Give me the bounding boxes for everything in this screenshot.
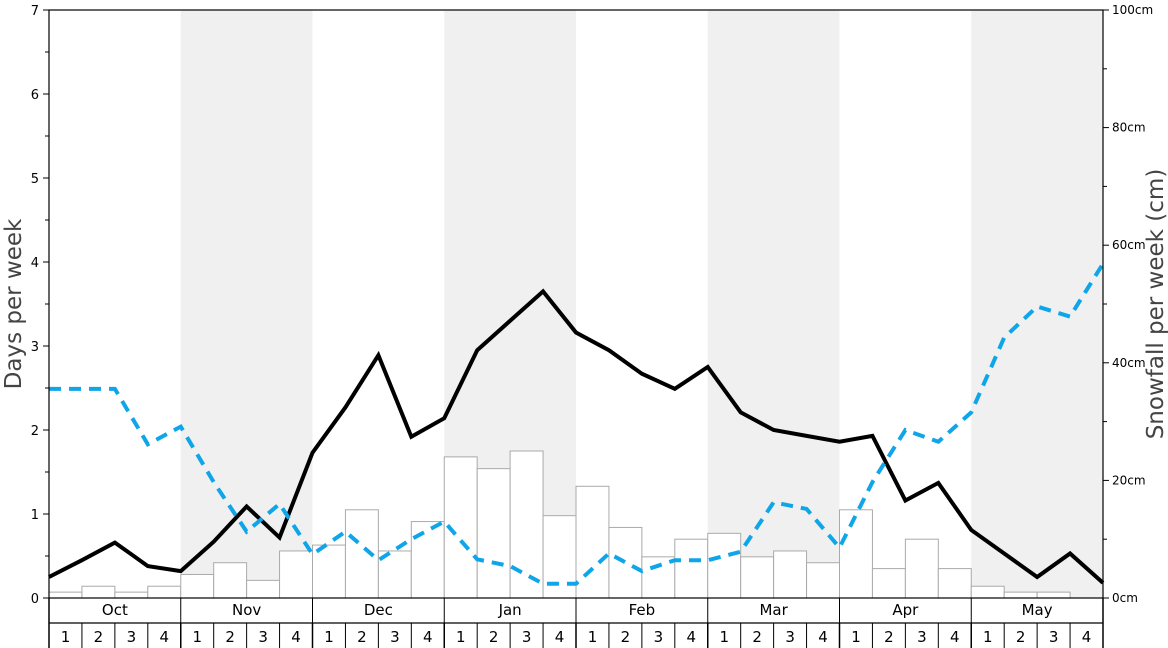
- month-shade: [971, 10, 1103, 598]
- series-lines: [48, 262, 1105, 586]
- month-label: Mar: [759, 601, 788, 619]
- snowfall-bar: [246, 579, 281, 599]
- month-label: Nov: [232, 601, 261, 619]
- snowfall-bar: [608, 526, 643, 599]
- week-label: 3: [127, 628, 137, 646]
- solid-series-line: [48, 288, 1105, 585]
- month-label: Apr: [892, 601, 919, 619]
- snowfall-bar: [312, 544, 346, 599]
- week-label: 3: [522, 628, 532, 646]
- snowfall-bar: [839, 509, 873, 599]
- week-label: 3: [258, 628, 268, 646]
- week-label: 2: [1016, 628, 1026, 646]
- y-tick-label: 7: [31, 4, 39, 19]
- dashed-series-line: [49, 262, 1105, 586]
- y2-axis-title: Snowfall per week (cm): [1143, 169, 1168, 440]
- week-label: 4: [687, 628, 697, 646]
- month-label: Dec: [364, 601, 393, 619]
- snowfall-bar: [970, 585, 1005, 599]
- snowfall-bar: [114, 591, 149, 599]
- week-label: 4: [160, 628, 170, 646]
- week-label: 1: [983, 628, 993, 646]
- snowfall-bar: [509, 450, 544, 599]
- week-label: 3: [654, 628, 664, 646]
- week-label: 2: [621, 628, 631, 646]
- week-label: 1: [456, 628, 466, 646]
- y-tick-label: 4: [31, 256, 39, 271]
- snowfall-bar: [575, 485, 610, 599]
- snowfall-bar: [806, 562, 840, 599]
- week-label: 2: [225, 628, 235, 646]
- snowfall-bar: [410, 521, 445, 599]
- month-label: Oct: [102, 601, 128, 619]
- snowfall-bar: [476, 468, 511, 599]
- snowfall-bar: [147, 585, 182, 599]
- week-label: 1: [192, 628, 202, 646]
- snowfall-bar: [871, 568, 906, 599]
- snowfall-bar: [1036, 591, 1071, 599]
- week-label: 3: [390, 628, 400, 646]
- y-tick-label: 6: [31, 88, 39, 103]
- month-label: May: [1022, 601, 1053, 619]
- month-shade: [180, 10, 313, 598]
- week-label: 2: [884, 628, 894, 646]
- week-label: 2: [752, 628, 762, 646]
- week-label: 4: [291, 628, 301, 646]
- week-label: 2: [357, 628, 367, 646]
- snowfall-bar: [48, 591, 83, 599]
- snowfall-bar: [740, 556, 775, 599]
- right-axis: 0cm 20cm 40cm 60cm 80cm 100cm: [1103, 3, 1153, 605]
- snowfall-bar: [1003, 591, 1038, 599]
- y2-tick-label: 0cm: [1112, 591, 1138, 605]
- month-shade: [707, 10, 840, 598]
- month-label: Jan: [498, 601, 522, 619]
- week-label: 1: [324, 628, 334, 646]
- week-label: 1: [588, 628, 598, 646]
- month-row: Oct Nov Dec Jan Feb Mar Apr May: [48, 598, 1104, 648]
- snowfall-bar: [773, 550, 808, 599]
- snowfall-bar: [904, 538, 939, 599]
- week-label: 4: [423, 628, 433, 646]
- week-row: 1 2 3 4 1 2 3 4 1 2 3 4 1 2 3 4 1 2 3 4 1 2 3 4 1 2 3 4 1 2 3 4: [61, 623, 1092, 648]
- week-label: 4: [1082, 628, 1092, 646]
- snowfall-bar: [81, 585, 116, 599]
- y-tick-label: 5: [31, 172, 39, 187]
- snowfall-bar: [213, 562, 248, 599]
- left-axis: 0 1 2 3 4 5 6 7: [31, 4, 49, 607]
- snowfall-bar: [937, 568, 972, 599]
- week-label: 2: [489, 628, 499, 646]
- y2-tick-label: 40cm: [1112, 356, 1146, 370]
- week-label: 1: [851, 628, 861, 646]
- month-shading: [180, 10, 1103, 598]
- y-axis-title: Days per week: [1, 218, 27, 389]
- y-tick-label: 3: [31, 340, 39, 355]
- y-tick-label: 2: [31, 424, 39, 439]
- week-label: 4: [950, 628, 960, 646]
- week-label: 4: [555, 628, 565, 646]
- y2-tick-label: 20cm: [1112, 473, 1146, 487]
- snowfall-bar: [707, 532, 742, 599]
- y2-tick-label: 100cm: [1112, 3, 1153, 17]
- month-label: Feb: [629, 601, 656, 619]
- week-label: 3: [917, 628, 927, 646]
- snowfall-bar: [279, 550, 313, 599]
- week-label: 3: [1049, 628, 1059, 646]
- y2-tick-label: 60cm: [1112, 238, 1146, 252]
- y2-tick-label: 80cm: [1112, 121, 1146, 135]
- y-tick-label: 0: [31, 592, 39, 607]
- snowfall-bars: [48, 450, 1071, 599]
- week-label: 1: [719, 628, 729, 646]
- y-tick-label: 1: [31, 508, 39, 523]
- week-label: 4: [818, 628, 828, 646]
- week-label: 2: [94, 628, 104, 646]
- week-label: 3: [785, 628, 795, 646]
- week-label: 1: [61, 628, 71, 646]
- snowfall-bar: [674, 538, 709, 599]
- snowfall-bar: [180, 573, 215, 599]
